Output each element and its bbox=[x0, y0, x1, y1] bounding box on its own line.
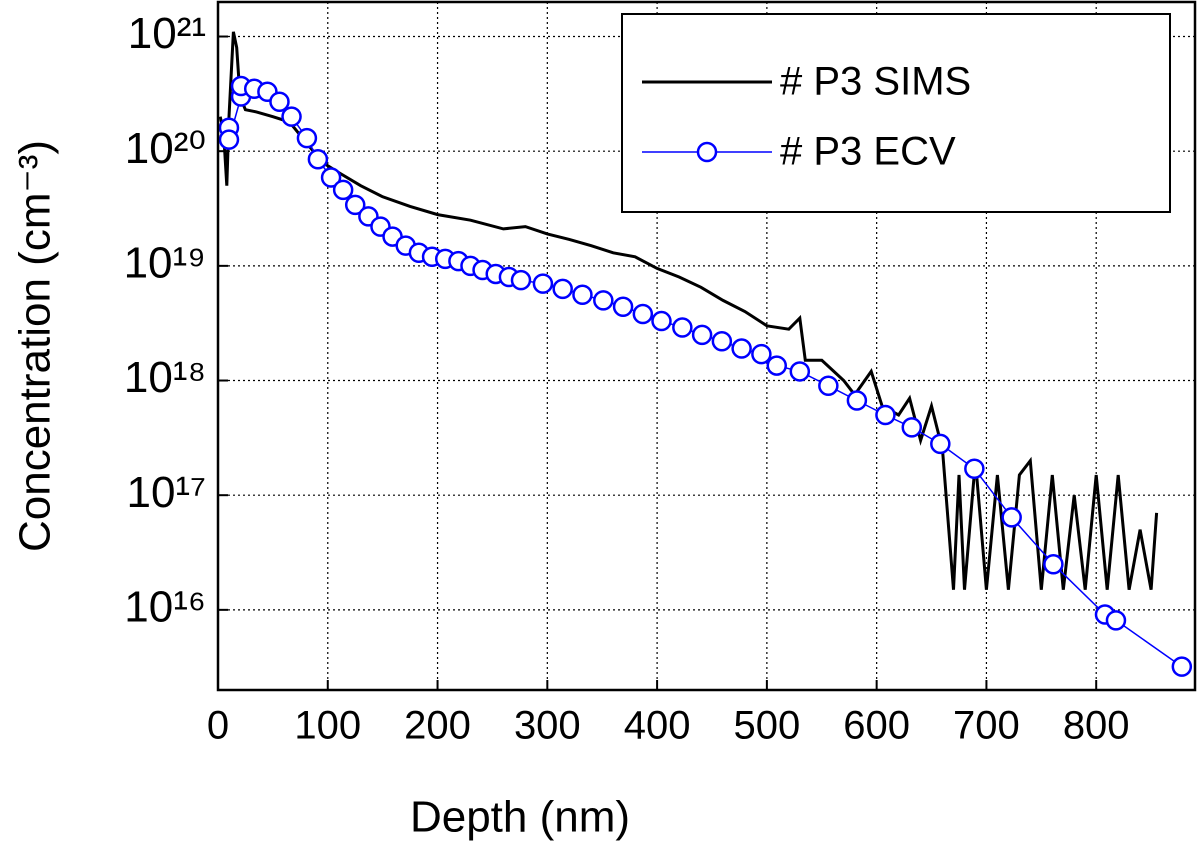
legend-label: # P3 SIMS bbox=[780, 60, 971, 104]
data-point bbox=[552, 278, 573, 300]
data-point bbox=[1043, 553, 1064, 575]
data-point bbox=[818, 375, 839, 397]
data-point bbox=[269, 91, 290, 112]
y-tick-label: 10¹⁷ bbox=[126, 468, 206, 517]
data-point bbox=[651, 310, 672, 332]
x-tick-label: 200 bbox=[404, 704, 471, 748]
data-point bbox=[731, 338, 752, 359]
data-point bbox=[672, 317, 693, 338]
data-point bbox=[766, 355, 788, 376]
plot-frame bbox=[216, 0, 1197, 692]
data-point bbox=[296, 127, 318, 149]
x-tick-label: 0 bbox=[207, 704, 229, 748]
data-point bbox=[281, 106, 302, 127]
y-tick-label: 10²⁰ bbox=[125, 124, 206, 173]
y-tick-label: 10¹⁶ bbox=[124, 582, 206, 631]
y-axis-label: Concentration (cm⁻³) bbox=[11, 140, 60, 552]
data-point bbox=[1001, 507, 1022, 528]
data-point bbox=[1105, 610, 1127, 631]
x-tick-label: 500 bbox=[734, 704, 801, 748]
data-point bbox=[691, 324, 713, 346]
data-point bbox=[1171, 656, 1193, 677]
data-point bbox=[711, 331, 733, 352]
data-point bbox=[612, 296, 634, 317]
data-point bbox=[510, 269, 532, 291]
data-point bbox=[572, 284, 593, 305]
data-point bbox=[532, 273, 554, 294]
x-tick-label: 800 bbox=[1063, 704, 1130, 748]
data-point bbox=[875, 404, 896, 426]
x-tick-label: 300 bbox=[514, 704, 581, 748]
data-point bbox=[789, 361, 811, 382]
data-point bbox=[930, 433, 951, 455]
y-tick-label: 10¹⁸ bbox=[124, 353, 206, 402]
data-point bbox=[332, 179, 354, 201]
x-tick-label: 700 bbox=[953, 704, 1020, 748]
x-axis-label: Depth (nm) bbox=[410, 793, 630, 842]
x-tick-label: 400 bbox=[624, 704, 691, 748]
data-point bbox=[218, 129, 240, 150]
data-point bbox=[846, 390, 868, 411]
data-point bbox=[320, 167, 342, 188]
data-point bbox=[632, 303, 654, 325]
x-tick-label: 100 bbox=[294, 704, 361, 748]
legend-marker bbox=[696, 141, 718, 163]
y-tick-label: 10¹⁹ bbox=[124, 238, 206, 287]
data-point bbox=[964, 458, 985, 480]
legend-label: # P3 ECV bbox=[780, 130, 956, 174]
legend-box bbox=[621, 13, 1171, 213]
data-point bbox=[751, 343, 772, 365]
data-point bbox=[593, 290, 614, 311]
data-point bbox=[901, 417, 923, 438]
y-tick-label: 10²¹ bbox=[128, 9, 206, 58]
data-point bbox=[307, 149, 329, 170]
data-point bbox=[344, 194, 366, 216]
x-tick-label: 600 bbox=[843, 704, 910, 748]
